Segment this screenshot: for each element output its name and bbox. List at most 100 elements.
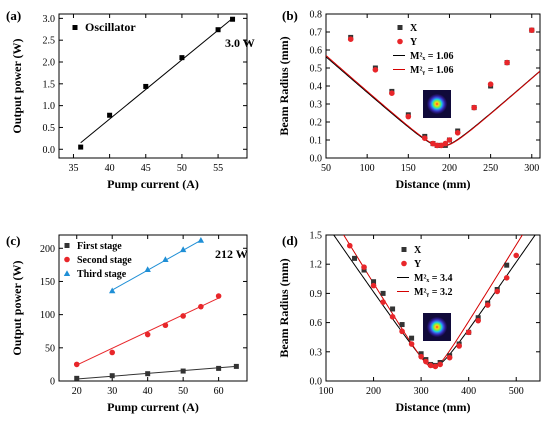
data-point <box>471 104 477 111</box>
panel-label: (d) <box>282 233 298 248</box>
plot-area <box>333 235 536 370</box>
data-point <box>446 137 453 143</box>
data-point <box>215 293 222 299</box>
data-point <box>162 322 169 329</box>
data-point <box>371 279 377 285</box>
x-tick-label: 300 <box>524 163 539 174</box>
legend-marker <box>401 247 407 252</box>
legend-label: Second stage <box>77 255 132 266</box>
panel-1: (b) 50 100 150 200 250 300 0.0 0.1 0.2 0.3 0.4 0.5 0.… <box>277 8 541 191</box>
data-point <box>109 287 116 294</box>
beam-profile-inset <box>423 90 451 118</box>
panel-2: (c) 20 30 40 50 60 0 50 100 150 200 Pump current (A… <box>6 233 248 414</box>
plot-area <box>73 237 239 381</box>
data-point <box>74 375 80 381</box>
data-point <box>198 303 204 310</box>
annotation-label: 3.0 W <box>225 36 255 50</box>
x-tick-label: 150 <box>401 163 416 174</box>
data-point <box>446 354 453 361</box>
legend-label: M²ₓ = 1.06 <box>410 51 454 62</box>
y-tick-label: 1.0 <box>43 101 56 112</box>
x-tick-label: 500 <box>509 386 524 397</box>
panel-label: (c) <box>6 233 20 248</box>
y-axis-label: Beam Radius (mm) <box>277 258 291 357</box>
legend-label: Y <box>414 259 422 270</box>
data-point <box>179 246 187 253</box>
x-tick-label: 200 <box>442 163 457 174</box>
data-point <box>456 343 462 349</box>
legend-label: Y <box>410 37 418 48</box>
y-tick-label: 0.8 <box>310 10 323 21</box>
data-point <box>434 142 440 149</box>
data-point <box>73 361 80 368</box>
data-point <box>465 329 472 336</box>
data-point <box>487 81 494 87</box>
y-tick-label: 0.7 <box>310 28 323 39</box>
data-point <box>475 315 481 321</box>
data-point <box>107 112 113 118</box>
legend-label: X <box>410 23 418 34</box>
data-point <box>390 306 396 312</box>
x-tick-label: 50 <box>177 163 187 174</box>
x-tick-label: 400 <box>461 386 476 397</box>
data-point <box>405 113 412 120</box>
legend-label: Oscillator <box>85 20 136 34</box>
plot-area <box>326 27 540 149</box>
data-point <box>197 237 205 243</box>
y-tick-label: 0.6 <box>310 46 323 57</box>
data-point <box>442 140 449 147</box>
data-point <box>528 27 535 33</box>
data-point <box>399 328 405 335</box>
data-point <box>484 302 491 308</box>
data-point <box>380 299 386 305</box>
legend-marker <box>64 243 70 248</box>
legend-marker <box>401 260 407 267</box>
panel-label: (a) <box>6 8 21 23</box>
x-tick-label: 40 <box>143 386 153 397</box>
axes-frame <box>325 13 541 159</box>
y-tick-label: 200 <box>40 244 55 255</box>
x-tick-label: 30 <box>107 386 117 397</box>
y-tick-label: 0.0 <box>310 154 323 165</box>
y-axis-label: Beam Radius (mm) <box>277 36 291 135</box>
y-tick-label: 3.0 <box>43 14 56 25</box>
y-tick-label: 0.0 <box>310 377 323 388</box>
legend-label: Third stage <box>77 269 127 280</box>
data-point <box>432 363 439 370</box>
data-point <box>380 290 386 296</box>
y-tick-label: 0 <box>50 377 55 388</box>
data-point <box>503 275 510 281</box>
x-tick-label: 250 <box>483 163 498 174</box>
data-point <box>427 362 434 369</box>
data-point <box>423 358 429 365</box>
data-point <box>143 83 149 89</box>
fit-line <box>76 365 237 380</box>
y-tick-label: 0.3 <box>310 100 323 111</box>
data-point <box>109 349 116 356</box>
data-point <box>162 256 169 263</box>
legend-label: M²ᵧ = 3.2 <box>414 287 452 298</box>
y-tick-label: 1.5 <box>43 79 56 90</box>
data-point <box>437 361 443 368</box>
x-tick-label: 100 <box>360 163 375 174</box>
x-tick-label: 35 <box>68 163 78 174</box>
fit-line <box>80 17 233 144</box>
beam-spot <box>426 316 448 338</box>
x-tick-label: 100 <box>319 386 334 397</box>
data-point <box>418 353 424 360</box>
data-point <box>145 371 151 377</box>
data-point <box>78 144 84 150</box>
data-point <box>347 36 354 42</box>
fit-line <box>76 297 219 366</box>
legend-label: M²ᵧ = 1.06 <box>410 65 453 76</box>
data-point <box>454 130 461 136</box>
data-point <box>233 363 239 369</box>
annotation-label: 212 W <box>215 247 248 261</box>
x-tick-label: 60 <box>214 386 224 397</box>
data-point <box>494 288 501 295</box>
y-tick-label: 0.6 <box>310 318 323 329</box>
beam-spot <box>426 93 448 115</box>
x-tick-label: 300 <box>414 386 429 397</box>
x-tick-label: 50 <box>178 386 188 397</box>
